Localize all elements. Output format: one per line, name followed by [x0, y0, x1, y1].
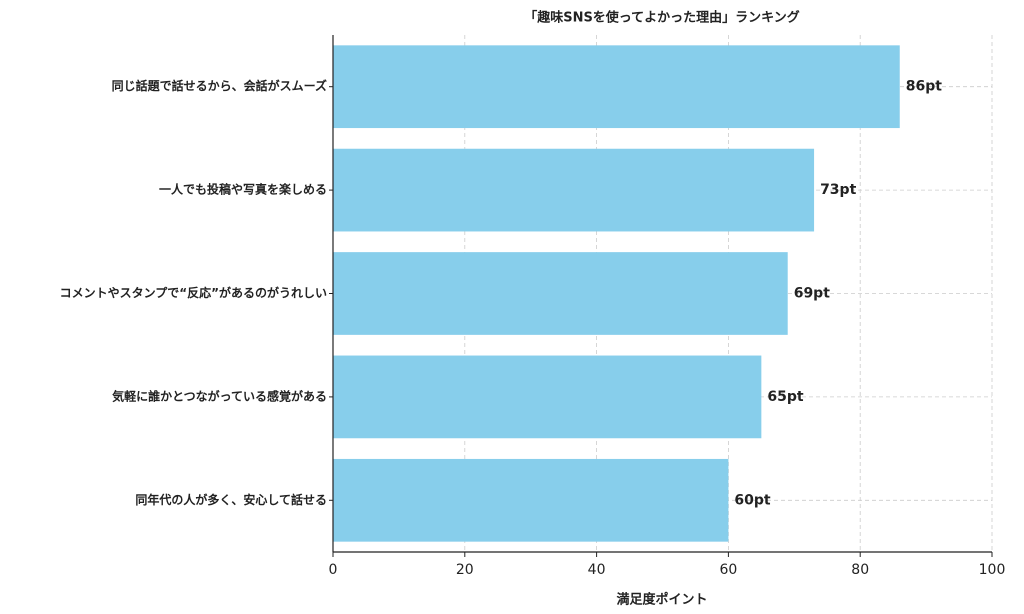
x-tick-label: 100 [979, 562, 1006, 578]
y-tick-label: 一人でも投稿や写真を楽しめる [159, 182, 327, 197]
y-tick-label: 同じ話題で話せるから、会話がスムーズ [112, 78, 327, 93]
bar [333, 252, 788, 335]
x-tick-label: 80 [851, 562, 869, 578]
y-tick-label: 同年代の人が多く、安心して話せる [135, 492, 327, 507]
chart-title: 「趣味SNSを使ってよかった理由」ランキング [524, 10, 800, 26]
y-tick-label: コメントやスタンプで“反応”があるのがうれしい [60, 285, 327, 300]
x-tick-label: 60 [719, 562, 737, 578]
x-tick-label: 40 [588, 562, 606, 578]
value-label: 60pt [734, 492, 771, 508]
bar [333, 458, 729, 542]
value-label: 73pt [820, 182, 857, 198]
bar [333, 148, 815, 232]
bar [333, 45, 900, 129]
x-tick-label: 0 [329, 562, 338, 578]
bar [333, 355, 762, 439]
y-tick-label: 気軽に誰かとつながっている感覚がある [112, 388, 327, 403]
x-axis-label: 満足度ポイント [616, 592, 707, 608]
value-label: 65pt [767, 389, 804, 405]
x-tick-label: 20 [456, 562, 474, 578]
value-label: 86pt [906, 79, 943, 95]
value-label: 69pt [794, 286, 831, 302]
